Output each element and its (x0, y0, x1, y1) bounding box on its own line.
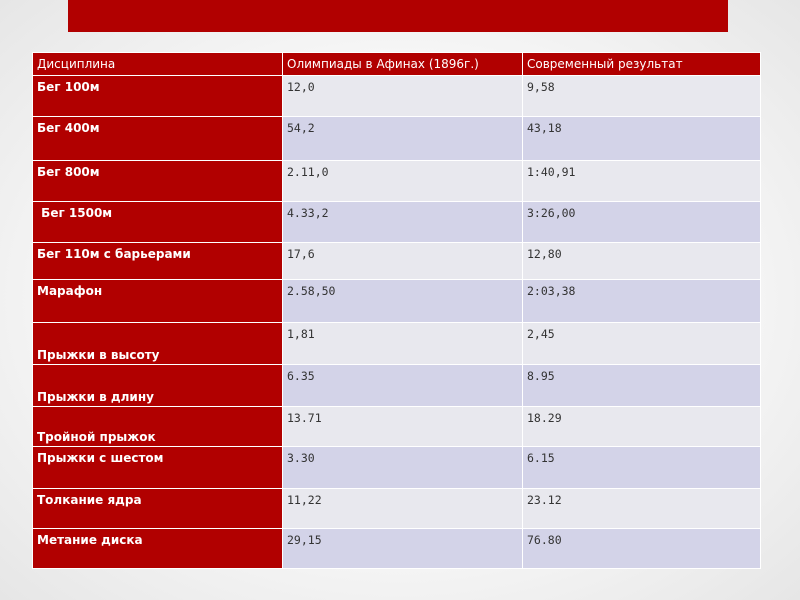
table-row: Марафон 2.58,50 2:03,38 (32, 279, 761, 323)
table-row: Бег 100м 12,0 9,58 (32, 75, 761, 117)
modern-result-cell: 3:26,00 (522, 201, 761, 243)
athens-result-cell: 11,22 (282, 488, 523, 529)
modern-result-cell: 12,80 (522, 242, 761, 280)
athens-result-cell: 6.35 (282, 364, 523, 407)
discipline-cell: Марафон (32, 279, 283, 323)
title-bar (68, 0, 728, 32)
athens-result-cell: 2.11,0 (282, 160, 523, 202)
discipline-cell: Бег 400м (32, 116, 283, 161)
results-table: Дисциплина Олимпиады в Афинах (1896г.) С… (32, 52, 761, 569)
table-row: Метание диска 29,15 76.80 (32, 528, 761, 569)
athens-result-cell: 54,2 (282, 116, 523, 161)
athens-result-cell: 12,0 (282, 75, 523, 117)
table-row: Прыжки в высоту 1,81 2,45 (32, 322, 761, 365)
discipline-cell: Бег 1500м (32, 201, 283, 243)
modern-result-cell: 1:40,91 (522, 160, 761, 202)
athens-result-cell: 3.30 (282, 446, 523, 489)
discipline-cell: Тройной прыжок (32, 406, 283, 447)
table-row: Толкание ядра 11,22 23.12 (32, 488, 761, 529)
header-discipline: Дисциплина (32, 52, 283, 76)
discipline-cell: Прыжки с шестом (32, 446, 283, 489)
modern-result-cell: 2,45 (522, 322, 761, 365)
table-row: Прыжки в длину 6.35 8.95 (32, 364, 761, 407)
athens-result-cell: 4.33,2 (282, 201, 523, 243)
table-row: Бег 400м 54,2 43,18 (32, 116, 761, 161)
discipline-cell: Метание диска (32, 528, 283, 569)
table-header-row: Дисциплина Олимпиады в Афинах (1896г.) С… (32, 52, 761, 76)
header-athens-1896: Олимпиады в Афинах (1896г.) (282, 52, 523, 76)
athens-result-cell: 13.71 (282, 406, 523, 447)
table-row: Тройной прыжок 13.71 18.29 (32, 406, 761, 447)
modern-result-cell: 18.29 (522, 406, 761, 447)
discipline-cell: Толкание ядра (32, 488, 283, 529)
athens-result-cell: 1,81 (282, 322, 523, 365)
discipline-cell: Бег 110м с барьерами (32, 242, 283, 280)
discipline-cell: Прыжки в высоту (32, 322, 283, 365)
athens-result-cell: 29,15 (282, 528, 523, 569)
table-row: Бег 110м с барьерами 17,6 12,80 (32, 242, 761, 280)
table-row: Прыжки с шестом 3.30 6.15 (32, 446, 761, 489)
table-row: Бег 1500м 4.33,2 3:26,00 (32, 201, 761, 243)
modern-result-cell: 76.80 (522, 528, 761, 569)
discipline-cell: Бег 800м (32, 160, 283, 202)
discipline-cell: Бег 100м (32, 75, 283, 117)
modern-result-cell: 9,58 (522, 75, 761, 117)
athens-result-cell: 17,6 (282, 242, 523, 280)
modern-result-cell: 8.95 (522, 364, 761, 407)
modern-result-cell: 43,18 (522, 116, 761, 161)
modern-result-cell: 2:03,38 (522, 279, 761, 323)
discipline-cell: Прыжки в длину (32, 364, 283, 407)
header-modern-result: Современный результат (522, 52, 761, 76)
table-row: Бег 800м 2.11,0 1:40,91 (32, 160, 761, 202)
athens-result-cell: 2.58,50 (282, 279, 523, 323)
modern-result-cell: 6.15 (522, 446, 761, 489)
modern-result-cell: 23.12 (522, 488, 761, 529)
